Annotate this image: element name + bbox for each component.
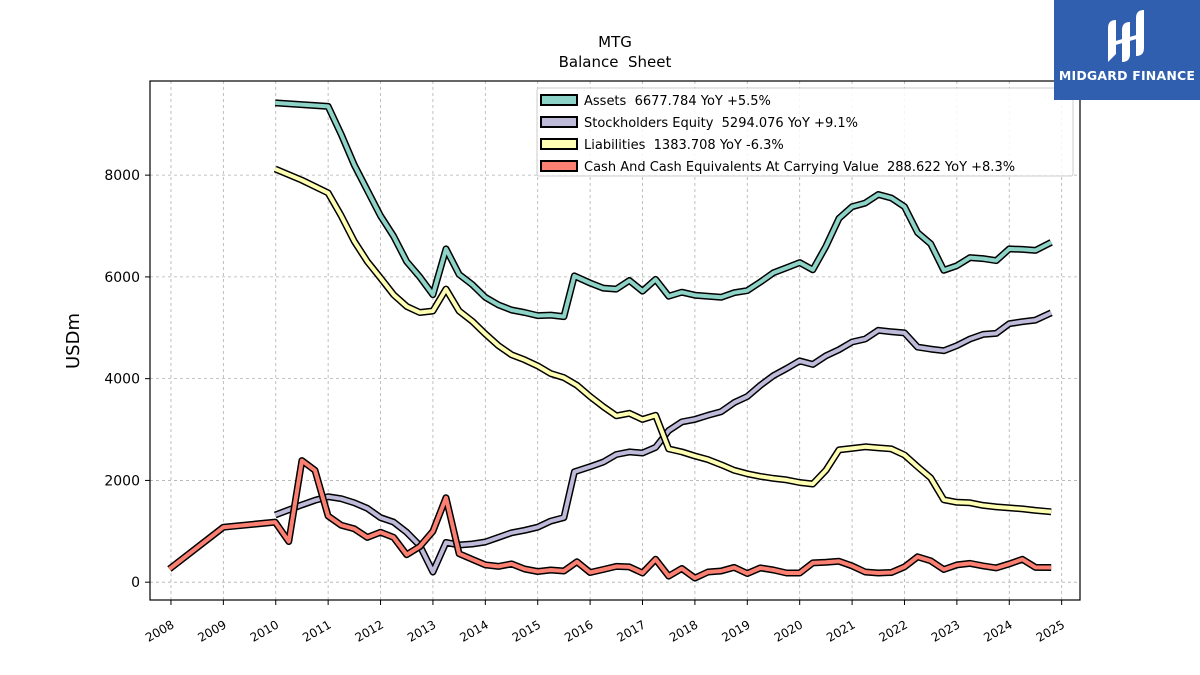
brand-logo: MIDGARD FINANCE	[1054, 0, 1200, 100]
x-tick-label: 2015	[510, 617, 543, 644]
legend-label-1: Stockholders Equity 5294.076 YoY +9.1%	[584, 116, 858, 131]
legend-swatch-3	[540, 160, 578, 172]
legend-label-2: Liabilities 1383.708 YoY -6.3%	[584, 138, 784, 153]
legend-swatch-0	[540, 94, 578, 106]
x-tick-label: 2008	[143, 617, 176, 644]
legend: Assets 6677.784 YoY +5.5% Stockholders Eq…	[536, 87, 1074, 177]
y-tick-label: 2000	[104, 473, 140, 489]
x-tick-label: 2020	[772, 617, 805, 644]
series-line-outline-3	[167, 457, 1052, 582]
series-line-2	[274, 167, 1052, 514]
brand-name: MIDGARD FINANCE	[1058, 68, 1196, 83]
x-tick-label: 2016	[562, 617, 595, 644]
x-tick-label: 2011	[300, 617, 333, 644]
y-tick-label: 4000	[104, 372, 140, 388]
y-tick-label: 0	[131, 575, 140, 591]
x-tick-label: 2025	[1034, 617, 1067, 644]
x-tick-label: 2010	[248, 617, 281, 644]
x-tick-label: 2009	[195, 617, 228, 644]
x-tick-label: 2022	[877, 617, 910, 644]
chart-title: MTG	[598, 33, 632, 51]
x-tick-label: 2021	[824, 617, 857, 644]
y-tick-label: 8000	[104, 168, 140, 184]
legend-frame	[536, 87, 1074, 177]
legend-swatch-1	[540, 116, 578, 128]
x-tick-label: 2012	[353, 617, 386, 644]
chart-subtitle: Balance Sheet	[559, 53, 672, 71]
series-line-outline-2	[273, 165, 1052, 516]
x-tick-label: 2017	[615, 617, 648, 644]
x-tick-label: 2023	[929, 617, 962, 644]
midgard-logo-icon	[1108, 10, 1144, 62]
series-line-0	[275, 100, 1053, 319]
legend-swatch-2	[540, 138, 578, 150]
series-line-3	[168, 458, 1052, 581]
x-tick-label: 2014	[457, 617, 490, 644]
x-tick-label: 2018	[667, 617, 700, 644]
plot-frame	[149, 80, 1081, 601]
legend-label-3: Cash And Cash Equivalents At Carrying Va…	[584, 160, 1015, 175]
legend-label-0: Assets 6677.784 YoY +5.5%	[584, 94, 771, 109]
x-tick-label: 2013	[405, 617, 438, 644]
x-tick-label: 2024	[981, 617, 1014, 644]
y-tick-label: 6000	[104, 270, 140, 286]
x-tick-label: 2019	[719, 617, 752, 644]
series-lines	[167, 99, 1053, 582]
y-axis-label: USDm	[63, 313, 84, 369]
